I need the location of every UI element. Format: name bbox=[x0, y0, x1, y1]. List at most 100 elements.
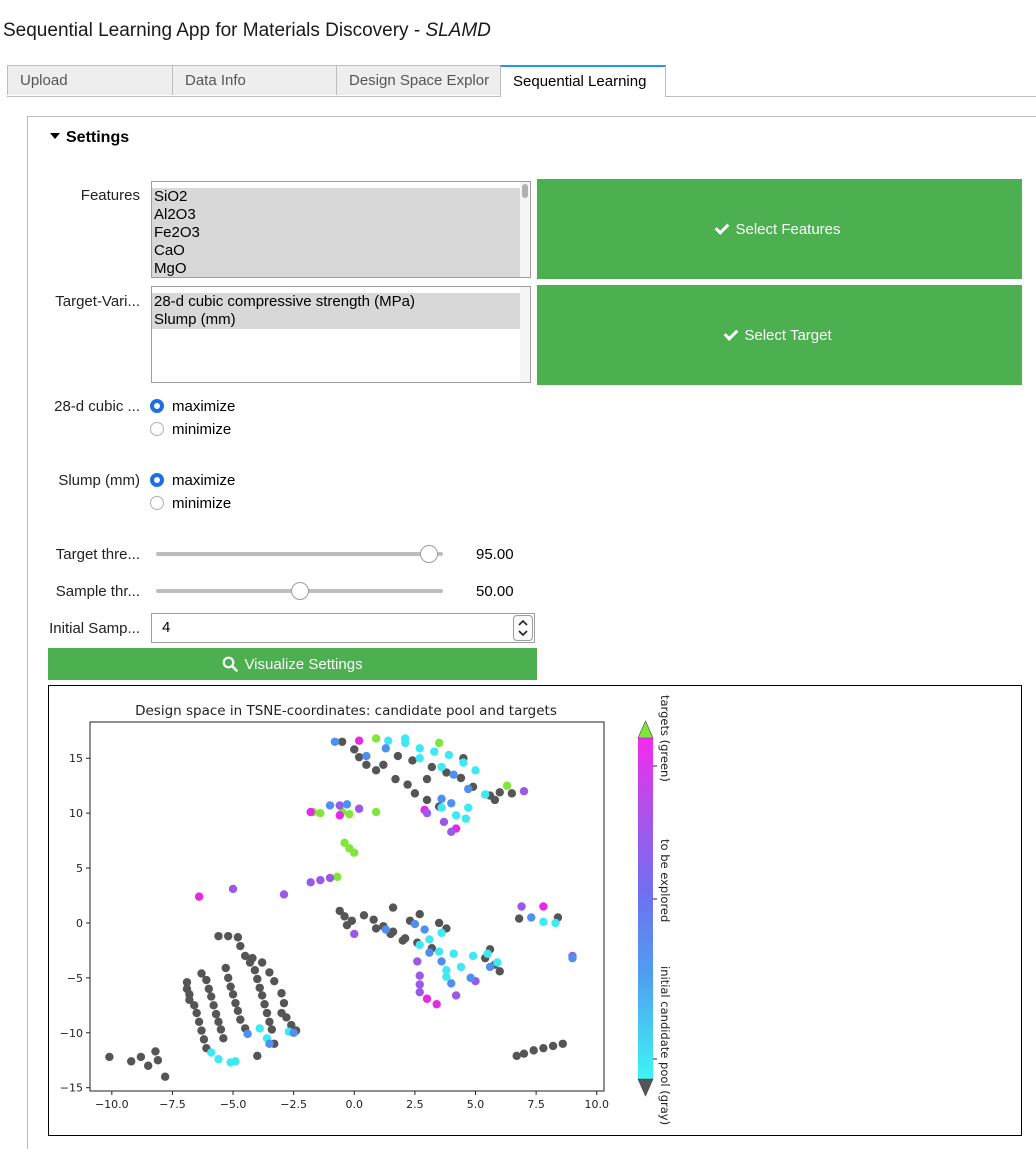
pool-point bbox=[257, 991, 267, 1000]
explore-point bbox=[335, 811, 344, 820]
explore-point bbox=[442, 972, 451, 981]
explore-point bbox=[255, 1024, 264, 1033]
explore-point bbox=[415, 744, 424, 753]
explore-point bbox=[451, 991, 461, 1000]
target-option[interactable]: Slump (mm) bbox=[152, 311, 520, 329]
pool-point bbox=[240, 951, 250, 961]
explore-point bbox=[437, 794, 446, 804]
pool-point bbox=[422, 795, 432, 805]
sample-threshold-slider-handle[interactable] bbox=[290, 582, 309, 600]
features-option[interactable]: CaO bbox=[152, 242, 520, 260]
pool-point bbox=[512, 1051, 521, 1061]
explore-point bbox=[437, 803, 446, 812]
features-option[interactable]: Fe2O3 bbox=[152, 224, 520, 242]
select-target-button[interactable]: Select Target bbox=[537, 285, 1022, 385]
explore-point bbox=[430, 747, 439, 756]
explore-point bbox=[350, 929, 359, 939]
pool-point bbox=[192, 1008, 201, 1018]
minimize-label: minimize bbox=[172, 420, 232, 438]
pool-point bbox=[211, 1009, 221, 1019]
pool-point bbox=[539, 1043, 548, 1053]
radio-unchecked-icon[interactable] bbox=[150, 422, 164, 436]
explore-point bbox=[551, 918, 560, 928]
explore-point bbox=[442, 965, 451, 975]
radio-unchecked-icon[interactable] bbox=[150, 496, 164, 510]
explore-point bbox=[207, 1048, 216, 1057]
pool-point bbox=[514, 914, 524, 923]
x-tick-label: −2.5 bbox=[280, 1098, 307, 1111]
tab-data-info[interactable]: Data Info bbox=[172, 65, 337, 95]
pool-point bbox=[197, 969, 206, 978]
visualize-settings-label: Visualize Settings bbox=[244, 655, 363, 673]
select-target-label: Select Target bbox=[744, 326, 832, 344]
maximize-option[interactable]: maximize bbox=[150, 395, 235, 417]
pool-point bbox=[223, 973, 233, 983]
explore-point bbox=[231, 1057, 240, 1066]
explore-point bbox=[483, 949, 492, 958]
target-multiselect[interactable]: 28-d cubic compressive strength (MPa) Sl… bbox=[151, 286, 531, 383]
pool-point bbox=[233, 1006, 243, 1016]
tab-upload[interactable]: Upload bbox=[7, 65, 173, 95]
pool-point bbox=[143, 1061, 153, 1070]
tab-sequential-learning[interactable]: Sequential Learning bbox=[500, 65, 666, 97]
tab-design-space-exploration[interactable]: Design Space Explor bbox=[336, 65, 501, 95]
explore-point bbox=[425, 935, 434, 944]
minimize-option[interactable]: minimize bbox=[150, 418, 235, 440]
features-option[interactable]: MgO bbox=[152, 260, 520, 277]
pool-point bbox=[153, 1056, 163, 1065]
pool-point bbox=[362, 760, 371, 770]
target-option[interactable]: 28-d cubic compressive strength (MPa) bbox=[152, 293, 520, 311]
x-tick-label: 7.5 bbox=[527, 1098, 545, 1111]
pool-point bbox=[369, 915, 378, 924]
explore-point bbox=[519, 786, 529, 796]
explore-point bbox=[354, 804, 364, 813]
features-option[interactable]: SiO2 bbox=[152, 188, 520, 206]
objective-slump-label: Slump (mm) bbox=[58, 472, 140, 489]
number-spinner[interactable] bbox=[513, 615, 533, 641]
explore-point bbox=[425, 948, 434, 957]
x-tick-label: −10.0 bbox=[95, 1098, 129, 1111]
features-option[interactable]: Al2O3 bbox=[152, 206, 520, 224]
pool-point bbox=[194, 1017, 204, 1027]
explore-point bbox=[342, 800, 352, 809]
features-multiselect[interactable]: SiO2 Al2O3 Fe2O3 CaO MgO bbox=[151, 181, 531, 278]
target-scrollbar[interactable] bbox=[520, 287, 530, 382]
features-scrollbar[interactable] bbox=[520, 182, 530, 277]
target-point bbox=[502, 781, 512, 790]
select-features-button[interactable]: Select Features bbox=[537, 179, 1022, 279]
app-title: Sequential Learning App for Materials Di… bbox=[3, 20, 491, 42]
target-point bbox=[345, 810, 354, 819]
explore-point bbox=[325, 873, 335, 883]
explore-point bbox=[415, 980, 424, 989]
explore-point bbox=[485, 962, 495, 972]
radio-checked-icon[interactable] bbox=[150, 399, 164, 413]
explore-point bbox=[456, 962, 466, 972]
target-point bbox=[371, 734, 381, 743]
target-threshold-slider-handle[interactable] bbox=[419, 545, 438, 563]
pool-point bbox=[214, 1017, 223, 1027]
explore-point bbox=[381, 744, 390, 753]
x-tick-label: 0.0 bbox=[346, 1098, 364, 1111]
explore-point bbox=[415, 987, 424, 997]
features-scrollbar-thumb[interactable] bbox=[522, 184, 528, 198]
pool-point bbox=[442, 768, 451, 777]
pool-point bbox=[388, 903, 398, 912]
explore-point bbox=[439, 817, 449, 827]
pool-point bbox=[219, 1034, 228, 1043]
initial-samples-input[interactable]: 4 bbox=[151, 613, 535, 643]
target-threshold-slider[interactable] bbox=[156, 552, 443, 556]
pool-point bbox=[199, 1035, 209, 1044]
pool-point bbox=[371, 924, 381, 933]
explore-point bbox=[306, 878, 315, 887]
check-icon bbox=[723, 325, 739, 341]
visualize-settings-button[interactable]: Visualize Settings bbox=[48, 648, 537, 680]
pool-point bbox=[422, 774, 432, 784]
maximize-option[interactable]: maximize bbox=[150, 469, 235, 491]
settings-accordion-header[interactable]: Settings bbox=[50, 129, 129, 147]
explore-point bbox=[466, 973, 475, 983]
minimize-option[interactable]: minimize bbox=[150, 492, 235, 514]
target-threshold-value: 95.00 bbox=[476, 546, 514, 563]
radio-checked-icon[interactable] bbox=[150, 473, 164, 487]
sample-threshold-label: Sample thr... bbox=[55, 583, 140, 600]
objective-slump-radio-group: maximize minimize bbox=[150, 469, 235, 514]
